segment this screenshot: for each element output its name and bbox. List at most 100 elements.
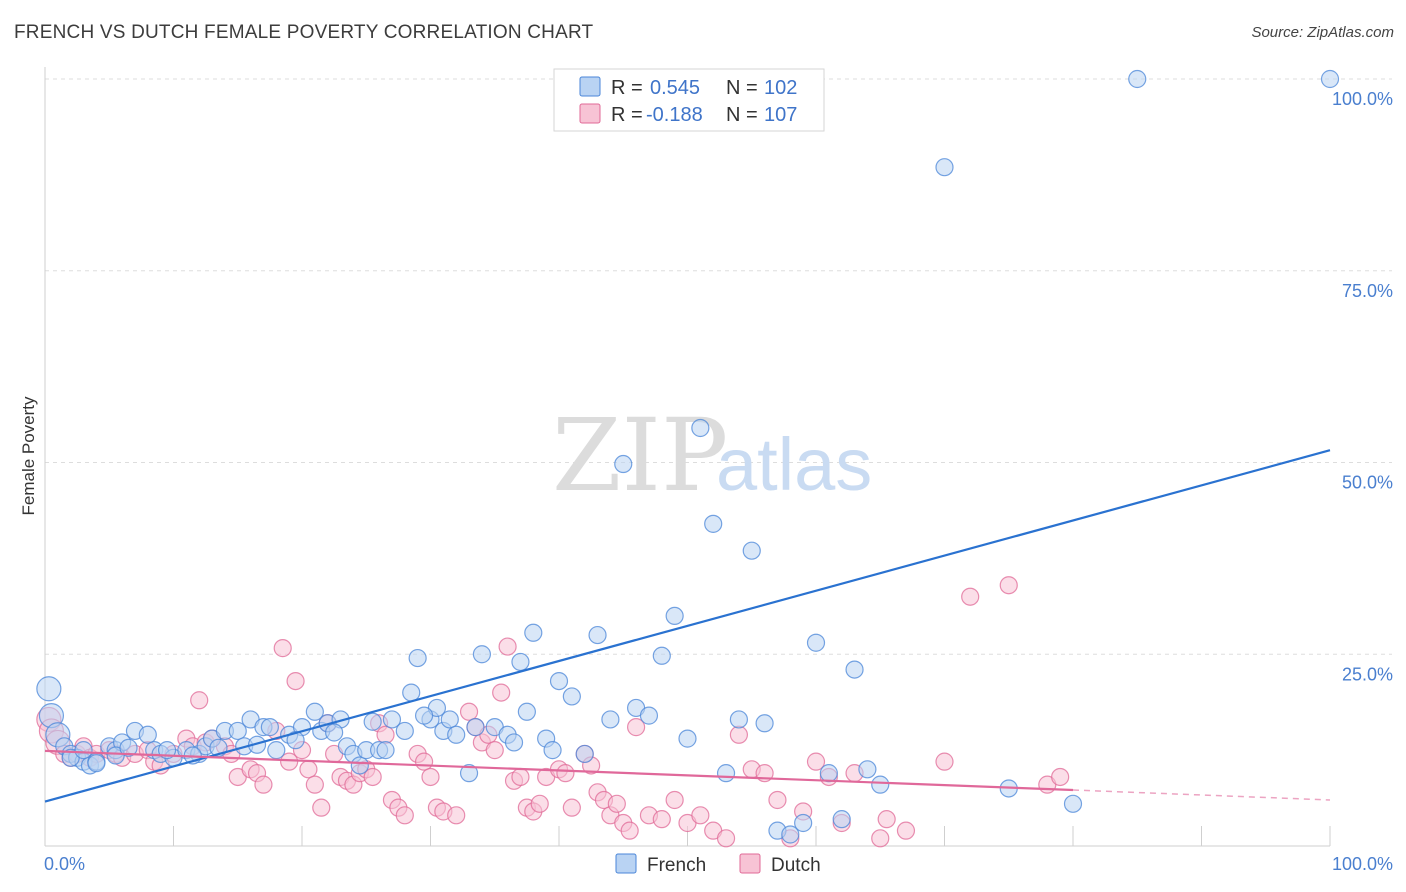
trend-layer <box>44 449 1331 803</box>
french-point-69 <box>704 514 723 533</box>
dutch-point-60 <box>492 683 511 702</box>
french-point-64 <box>639 706 659 725</box>
chart-source: Source: ZipAtlas.com <box>1251 24 1394 41</box>
dutch-point-43 <box>363 767 382 787</box>
watermark-zip: ZIP <box>552 397 728 514</box>
french-point-68 <box>691 418 710 438</box>
french-point-13 <box>138 725 157 744</box>
french-point-53 <box>511 652 530 672</box>
french-point-77 <box>806 633 826 652</box>
french-point-83 <box>935 158 954 177</box>
legend-n-value-dutch: 107 <box>764 104 797 126</box>
dutch-point-27 <box>254 775 273 794</box>
legend-swatch-dutch <box>579 103 601 124</box>
legend-r-label-french: R = <box>611 77 643 99</box>
dutch-point-78 <box>620 821 639 840</box>
bottom-legend-french: French <box>647 855 706 876</box>
french-point-59 <box>575 744 594 764</box>
legend-n-value-french: 102 <box>764 77 797 99</box>
french-point-101 <box>466 718 485 737</box>
y-axis-label: Female Poverty <box>19 396 38 516</box>
dutch-point-35 <box>312 798 331 817</box>
top-legend: R = 0.545 N = 102 R = -0.188 N = 107 <box>553 68 825 132</box>
y-tick-label-2: 75.0% <box>1342 281 1393 301</box>
dutch-point-82 <box>665 790 684 810</box>
french-point-86 <box>1128 69 1147 89</box>
grid-layer <box>45 78 1392 655</box>
bottom-legend: French Dutch <box>615 853 821 876</box>
french-point-97 <box>286 731 305 750</box>
dutch-point-79 <box>626 718 646 737</box>
dutch-point-59 <box>485 741 504 760</box>
y-tick-label-1: 50.0% <box>1342 473 1393 493</box>
french-point-67 <box>678 729 697 748</box>
french-trend-line <box>44 449 1331 803</box>
watermark-atlas: atlas <box>716 423 872 506</box>
french-point-92 <box>119 738 138 757</box>
legend-r-label-dutch: R = <box>611 104 643 126</box>
french-point-62 <box>614 454 633 474</box>
dutch-point-48 <box>395 806 414 825</box>
french-point-80 <box>845 660 864 679</box>
y-tick-label-3: 100.0% <box>1332 89 1393 109</box>
french-point-22 <box>228 721 247 741</box>
french-point-58 <box>562 687 581 706</box>
french-point-89 <box>74 741 93 760</box>
dutch-trend-extension <box>1072 789 1331 801</box>
dutch-point-51 <box>421 767 440 787</box>
dutch-point-97 <box>871 829 890 848</box>
french-point-87 <box>1320 69 1340 89</box>
dutch-point-45 <box>376 725 395 744</box>
x-tick-label-1: 100.0% <box>1332 854 1393 874</box>
dutch-point-100 <box>877 810 896 829</box>
dutch-point-104 <box>1051 767 1070 787</box>
french-point-54 <box>517 702 536 721</box>
bottom-legend-dutch: Dutch <box>771 855 821 876</box>
dutch-point-93 <box>806 752 826 771</box>
french-point-30 <box>305 702 324 721</box>
axis-layer <box>44 67 1331 847</box>
french-point-82 <box>871 775 890 794</box>
french-point-66 <box>665 606 684 626</box>
french-point-43 <box>408 648 427 668</box>
french-point-40 <box>382 710 402 729</box>
y-tick-label-0: 25.0% <box>1342 664 1393 684</box>
dutch-point-101 <box>961 587 980 606</box>
dutch-point-33 <box>299 760 318 779</box>
dutch-point-76 <box>607 794 626 813</box>
dutch-point-87 <box>729 725 749 744</box>
french-point-71 <box>729 710 749 729</box>
dutch-point-31 <box>286 671 305 691</box>
french-point-61 <box>601 710 620 729</box>
dutch-point-99 <box>935 752 954 771</box>
dutch-trend-line <box>44 749 1074 792</box>
legend-r-value-dutch: -0.188 <box>646 104 703 126</box>
legend-swatch-french <box>579 76 601 97</box>
dutch-point-98 <box>896 821 916 840</box>
french-point-39 <box>376 741 395 760</box>
french-point-36 <box>350 756 369 775</box>
french-point-48 <box>447 725 466 744</box>
french-point-26 <box>260 718 279 737</box>
dutch-point-69 <box>556 764 575 783</box>
dutch-point-66 <box>530 794 549 813</box>
dutch-point-70 <box>562 798 581 817</box>
french-point-60 <box>588 625 607 645</box>
french-point-90 <box>87 754 106 773</box>
french-point-103 <box>543 741 562 760</box>
french-point-81 <box>858 760 877 779</box>
legend-r-value-french: 0.545 <box>650 77 700 99</box>
dutch-point-29 <box>273 639 292 658</box>
bottom-legend-swatch-french <box>615 853 637 874</box>
dutch-point-61 <box>498 637 517 656</box>
dutch-point-30 <box>280 752 299 771</box>
watermark: ZIP atlas <box>552 397 872 514</box>
dutch-point-84 <box>691 806 710 825</box>
dutch-point-54 <box>447 806 466 825</box>
bottom-legend-swatch-dutch <box>739 853 761 874</box>
legend-n-label-dutch: N = <box>726 104 758 126</box>
french-point-75 <box>781 825 800 844</box>
legend-n-label-french: N = <box>726 77 758 99</box>
french-point-79 <box>832 810 851 829</box>
